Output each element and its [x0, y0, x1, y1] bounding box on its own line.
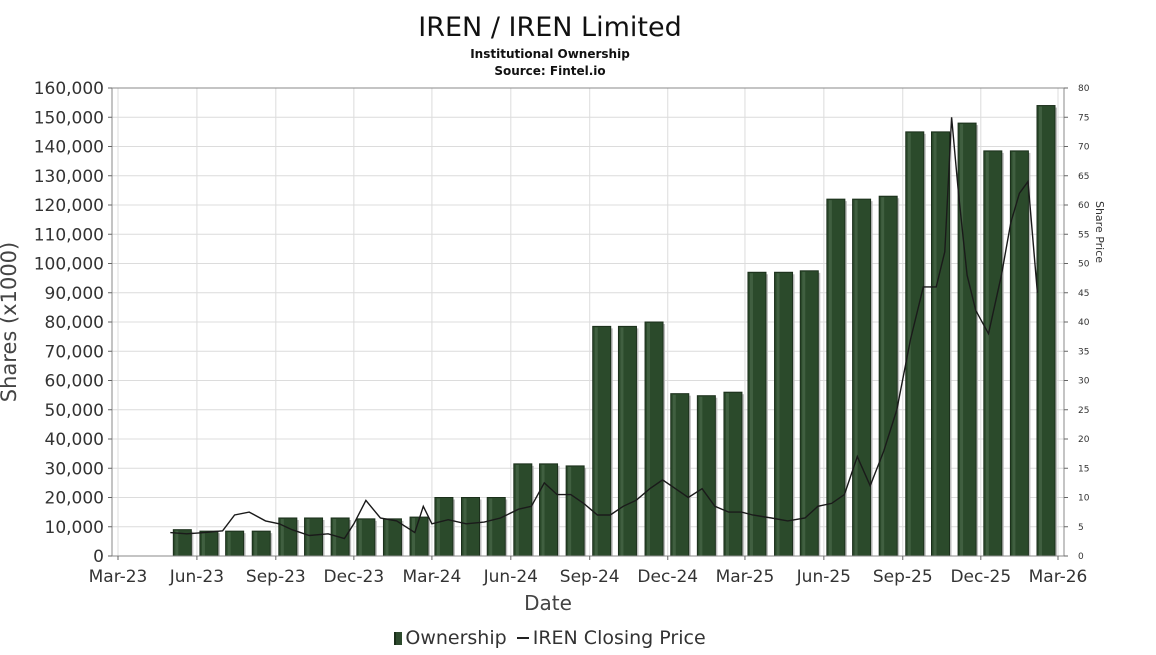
bar-highlight [412, 518, 416, 556]
bar-highlight [776, 273, 780, 556]
legend-ownership-label: Ownership [405, 627, 507, 649]
bar-highlight [436, 498, 440, 556]
bar-highlight [985, 151, 989, 556]
legend-line-swatch [516, 637, 529, 639]
y2-tick-label: 65 [1078, 172, 1089, 182]
y-tick-label: 130,000 [34, 167, 104, 187]
x-tick-label: Mar-26 [1029, 567, 1088, 587]
bar-highlight [568, 466, 572, 556]
legend-item-ownership: Ownership [394, 627, 507, 649]
y2-axis-label: Share Price [1093, 201, 1106, 263]
chart-subtitle: Institutional Ownership [470, 47, 630, 61]
y2-tick-label: 30 [1078, 377, 1090, 387]
bar-highlight [699, 396, 703, 556]
bar-highlight [881, 197, 885, 556]
bar-highlight [1038, 106, 1042, 557]
x-tick-label: Jun-23 [169, 567, 224, 587]
x-tick-label: Mar-23 [89, 567, 148, 587]
y2-tick-label: 40 [1078, 318, 1090, 328]
bar-highlight [725, 393, 729, 556]
ownership-bars [172, 105, 1057, 557]
y2-tick-label: 25 [1078, 406, 1089, 416]
left-axis: 0 10,000 20,000 30,000 40,000 50,000 60,000 70,… [34, 79, 112, 567]
x-tick-label: Dec-24 [637, 567, 698, 587]
bar-highlight [828, 200, 832, 556]
y-axis-label: Shares (x1000) [0, 242, 21, 402]
x-tick-label: Jun-25 [796, 567, 851, 587]
x-tick-label: Sep-25 [873, 567, 933, 587]
bar-highlight [306, 518, 310, 556]
chart-title: IREN / IREN Limited [418, 12, 682, 43]
chart-source: Source: Fintel.io [494, 64, 606, 78]
y-tick-label: 60,000 [45, 372, 104, 392]
y-tick-label: 80,000 [45, 313, 104, 333]
y-tick-label: 120,000 [34, 196, 104, 216]
bar-highlight [854, 200, 858, 556]
y-tick-label: 50,000 [45, 401, 104, 421]
bar-highlight [489, 498, 493, 556]
y2-tick-label: 75 [1078, 113, 1089, 123]
x-tick-label: Mar-24 [403, 567, 462, 587]
y2-tick-label: 60 [1078, 201, 1090, 211]
bar-highlight [594, 327, 598, 556]
y2-tick-label: 70 [1078, 143, 1090, 153]
x-axis-label: Date [524, 591, 572, 615]
y-tick-label: 40,000 [45, 430, 104, 450]
y2-tick-label: 10 [1078, 494, 1090, 504]
legend-price-label: IREN Closing Price [532, 627, 706, 649]
y-tick-label: 30,000 [45, 459, 104, 479]
legend-bar-swatch [394, 632, 403, 645]
bar-highlight [333, 518, 337, 556]
y2-tick-label: 15 [1078, 464, 1089, 474]
bar-highlight [280, 518, 284, 556]
bar-highlight [960, 124, 964, 556]
y-tick-label: 110,000 [34, 225, 104, 245]
x-axis: Mar-23 Jun-23 Sep-23 Dec-23 Mar-24 Jun-24 Sep-… [89, 556, 1088, 587]
bar-highlight [620, 327, 624, 556]
bar-highlight [749, 273, 753, 556]
x-tick-label: Sep-24 [560, 567, 620, 587]
y2-tick-label: 0 [1078, 552, 1084, 562]
bar-highlight [227, 532, 231, 556]
y2-tick-label: 45 [1078, 289, 1089, 299]
bar-highlight [541, 464, 545, 556]
bar-highlight [672, 394, 676, 556]
y2-tick-label: 35 [1078, 347, 1089, 357]
y-tick-label: 10,000 [45, 518, 104, 538]
bar-highlight [463, 498, 467, 556]
bar-highlight [933, 132, 937, 556]
y-tick-label: 0 [93, 547, 104, 567]
x-tick-label: Jun-24 [483, 567, 538, 587]
price-line-group [170, 117, 1039, 540]
bar-highlight [201, 532, 205, 556]
bar-highlight [254, 532, 258, 556]
price-line [170, 117, 1039, 540]
y-tick-label: 20,000 [45, 489, 104, 509]
x-tick-label: Mar-25 [716, 567, 775, 587]
y2-tick-label: 5 [1078, 523, 1084, 533]
x-tick-label: Sep-23 [246, 567, 306, 587]
bar-highlight [647, 323, 651, 556]
y-tick-label: 100,000 [34, 255, 104, 275]
bar-highlight [175, 530, 179, 556]
right-axis: 0 5 10 15 20 25 30 35 40 45 50 55 60 65 70 75 80 [1064, 84, 1090, 562]
y-tick-label: 90,000 [45, 284, 104, 304]
bar-highlight [1012, 151, 1016, 556]
y2-tick-label: 55 [1078, 230, 1089, 240]
bar-highlight [358, 519, 362, 556]
bar-highlight [802, 271, 806, 556]
y2-tick-label: 20 [1078, 435, 1090, 445]
legend: Ownership IREN Closing Price [0, 627, 1100, 649]
y-tick-label: 70,000 [45, 342, 104, 362]
y-tick-label: 140,000 [34, 138, 104, 158]
x-tick-label: Dec-25 [950, 567, 1011, 587]
bar-highlight [385, 519, 389, 556]
y-tick-label: 150,000 [34, 108, 104, 128]
y2-tick-label: 80 [1078, 84, 1090, 94]
legend-item-price: IREN Closing Price [516, 627, 706, 649]
y2-tick-label: 50 [1078, 260, 1090, 270]
x-tick-label: Dec-23 [324, 567, 385, 587]
y-tick-label: 160,000 [34, 79, 104, 99]
